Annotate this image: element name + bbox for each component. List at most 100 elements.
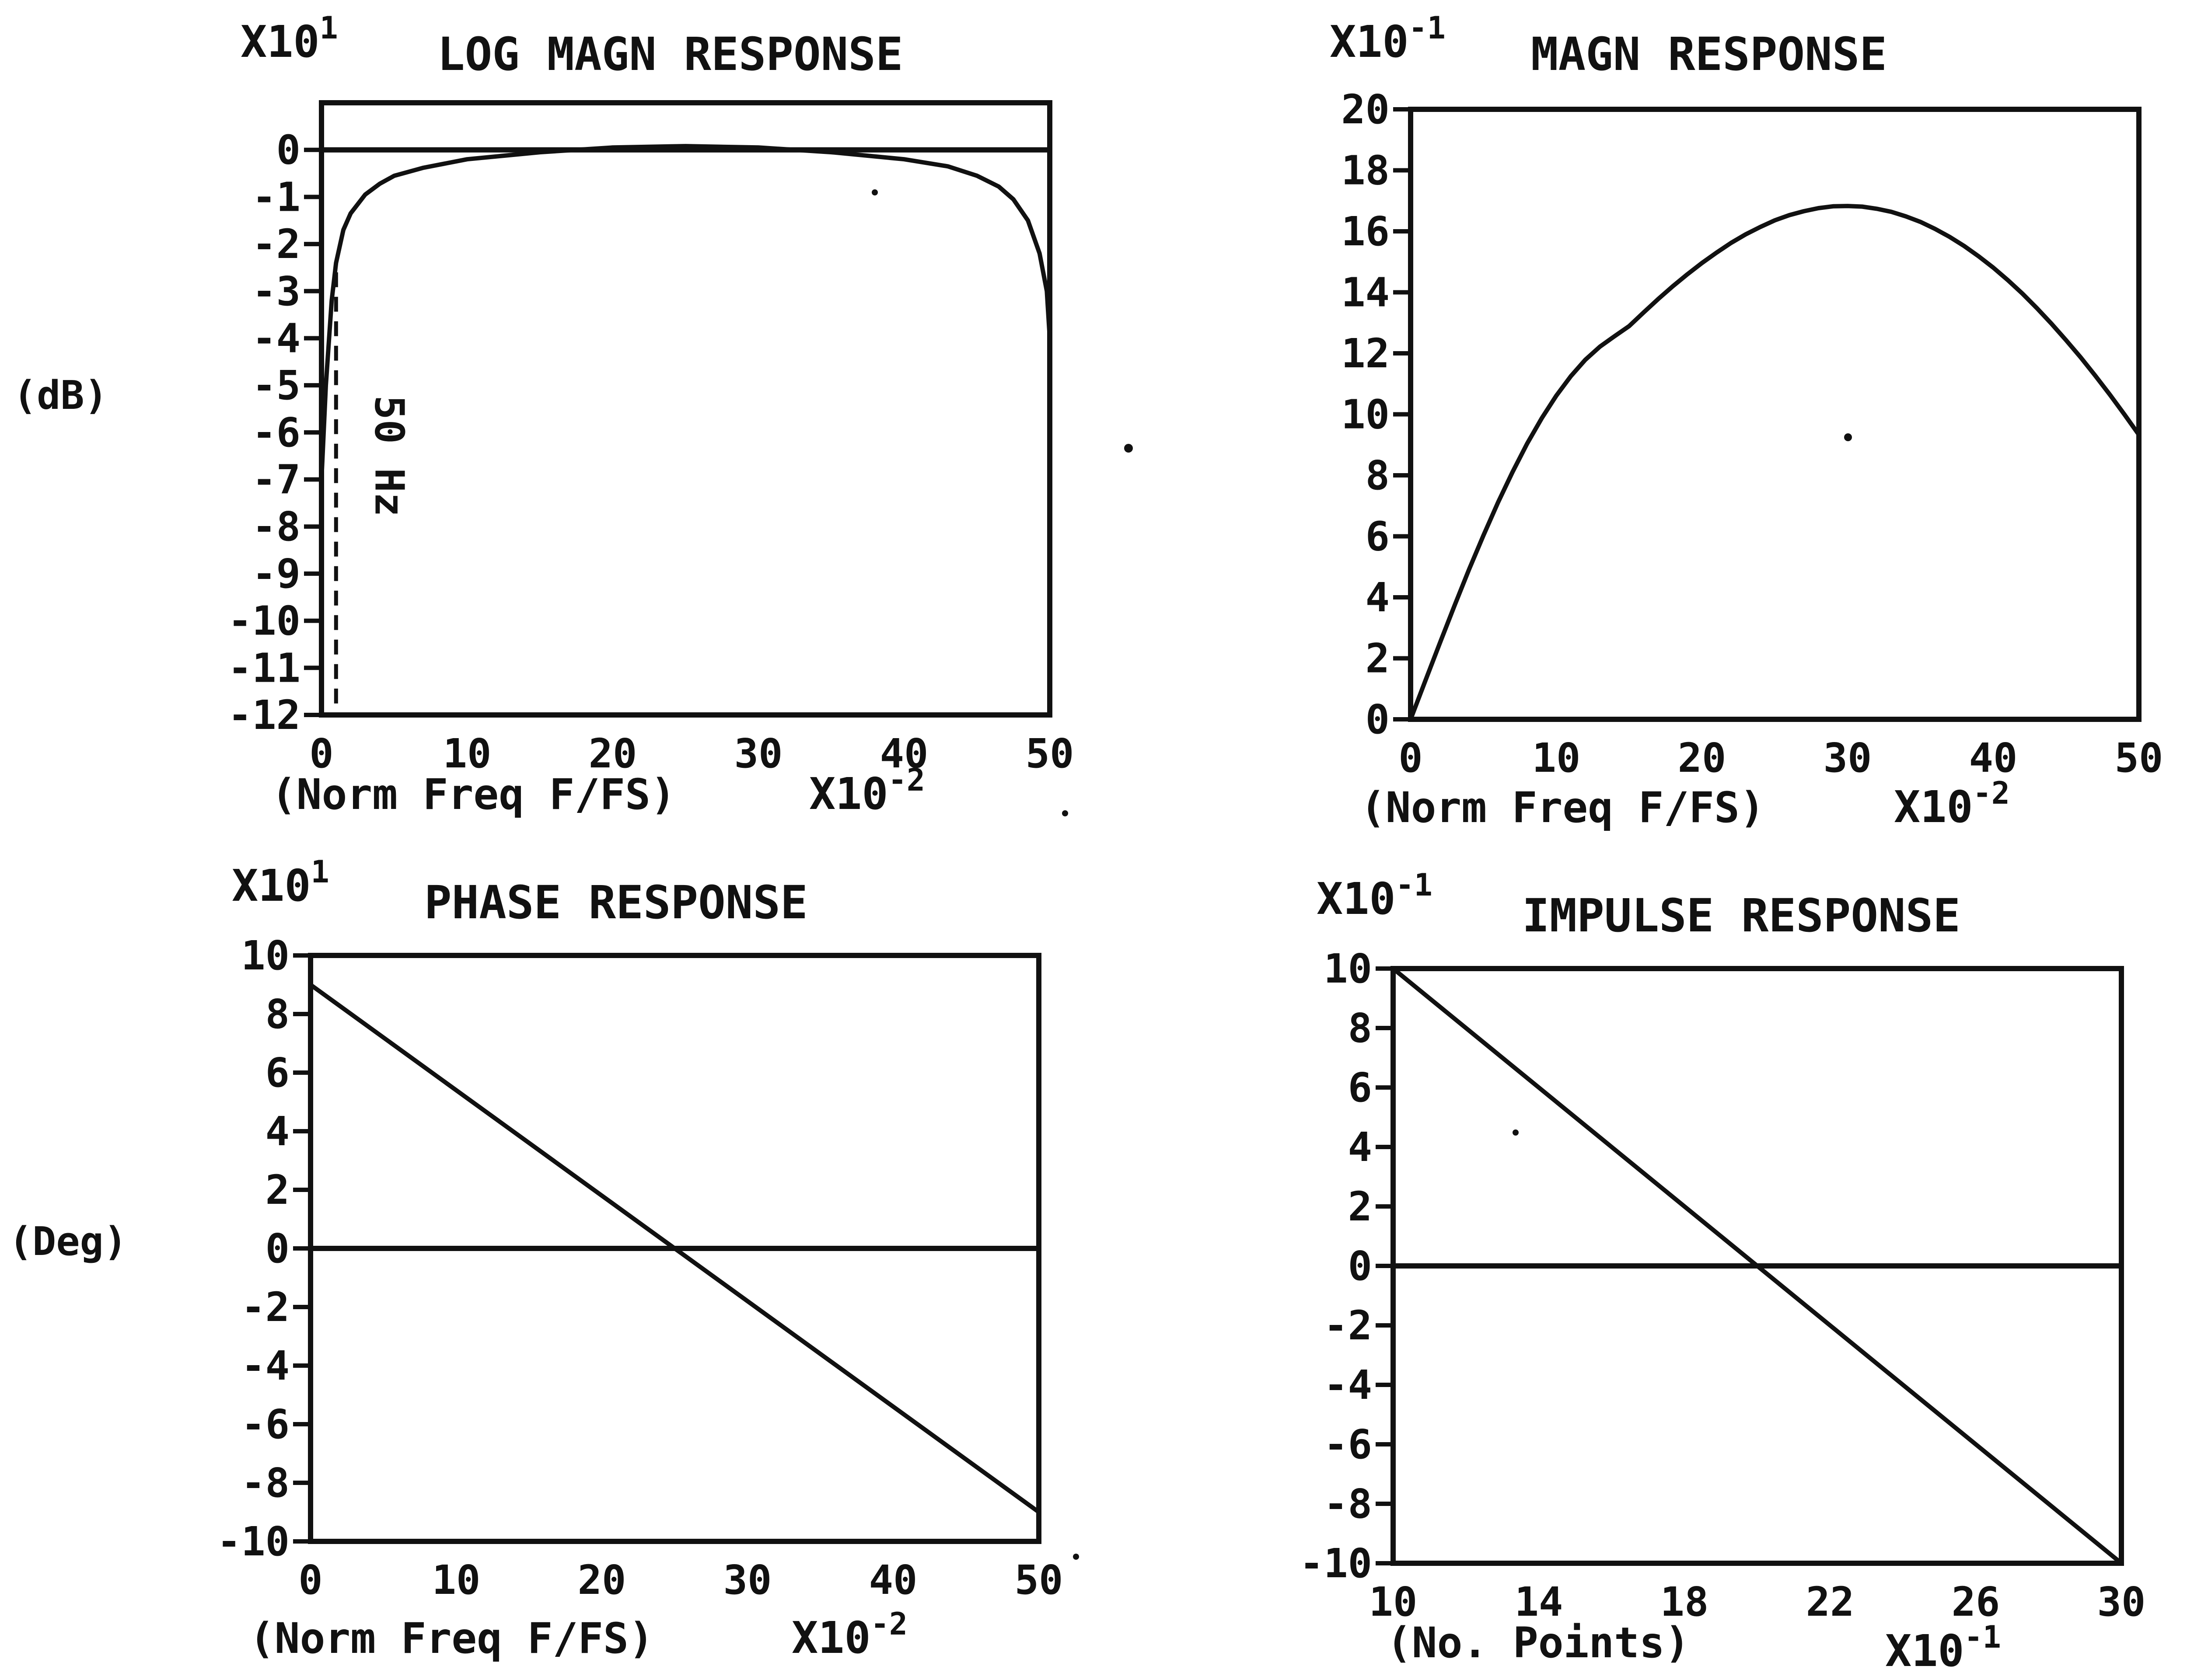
x-tick-label: 50 <box>2115 735 2163 781</box>
y-tick-label: 10 <box>1341 391 1390 438</box>
y-tick-label: 8 <box>1348 1005 1372 1052</box>
scan-speck <box>1124 444 1133 453</box>
y-tick-label: -4 <box>241 1342 290 1389</box>
x-axis-label: (No. Points) <box>1387 1618 1690 1667</box>
x-multiplier: X10-2 <box>809 762 925 819</box>
y-tick-label: -8 <box>1324 1481 1372 1527</box>
x-tick-label: 30 <box>734 730 783 777</box>
y-tick-label: 6 <box>266 1049 290 1096</box>
y-multiplier: X10-1 <box>1317 867 1432 924</box>
x-tick-label: 40 <box>869 1557 918 1603</box>
series-line <box>1408 204 2141 720</box>
x-tick-label: 30 <box>723 1557 772 1603</box>
y-tick-label: -8 <box>241 1460 290 1506</box>
y-tick-label: 4 <box>266 1108 290 1155</box>
x-tick-label: 20 <box>589 730 637 777</box>
y-tick-label: -1 <box>252 174 300 220</box>
y-axis-label: (Deg) <box>9 1219 127 1265</box>
y-tick-label: 8 <box>266 991 290 1038</box>
y-tick-label: 10 <box>1324 945 1372 992</box>
y-multiplier-exponent: 1 <box>311 854 329 890</box>
y-tick-label: -4 <box>1324 1362 1372 1408</box>
x-multiplier-exponent: -2 <box>888 762 925 798</box>
y-tick-label: 6 <box>1366 513 1390 560</box>
x-tick-label: 18 <box>1660 1579 1709 1625</box>
y-tick-label: -11 <box>228 645 300 691</box>
y-tick-label: 20 <box>1341 86 1390 133</box>
y-tick-label: -7 <box>252 457 300 503</box>
x-tick-label: 50 <box>1015 1557 1063 1603</box>
y-tick-label: -2 <box>1324 1302 1372 1349</box>
x-tick-label: 10 <box>443 730 492 777</box>
x-tick-label: 0 <box>309 730 333 777</box>
phase-panel: PHASE RESPONSE X101 (Deg) (Norm Freq F/F… <box>9 854 1063 1663</box>
y-tick-label: 8 <box>1366 452 1390 499</box>
series-line <box>309 983 1040 1514</box>
y-tick-label: 4 <box>1366 574 1390 621</box>
y-tick-label: -3 <box>252 268 300 315</box>
y-tick-label: -2 <box>252 221 300 268</box>
x-multiplier-exponent: -2 <box>871 1606 908 1642</box>
y-tick-label: -10 <box>1300 1540 1372 1587</box>
y-tick-label: -6 <box>252 409 300 456</box>
chart-title: MAGN RESPONSE <box>1531 28 1887 81</box>
y-multiplier-exponent: -1 <box>1396 867 1432 903</box>
x-axis-label: (Norm Freq F/FS) <box>249 1614 654 1663</box>
y-tick-label: 12 <box>1341 330 1390 377</box>
scan-speck <box>1073 1554 1079 1560</box>
x-tick-label: 10 <box>1369 1579 1418 1625</box>
y-tick-label: -4 <box>252 315 300 362</box>
y-multiplier: X101 <box>241 10 338 67</box>
y-multiplier: X101 <box>232 854 329 911</box>
series-line <box>1391 967 2123 1565</box>
scan-speck <box>1513 1129 1519 1136</box>
x-tick-label: 0 <box>1398 735 1422 781</box>
scan-speck <box>1062 810 1068 816</box>
x-tick-label: 10 <box>1532 735 1581 781</box>
y-tick-label: -6 <box>1324 1421 1372 1468</box>
x-tick-label: 40 <box>1969 735 2018 781</box>
x-tick-label: 20 <box>578 1557 626 1603</box>
cutoff-annotation: 50 Hz <box>366 395 412 516</box>
x-multiplier: X10-1 <box>1885 1619 2001 1677</box>
y-tick-label: 16 <box>1341 208 1390 255</box>
x-tick-label: 26 <box>1952 1579 2000 1625</box>
y-tick-label: -9 <box>252 551 300 597</box>
y-tick-label: 0 <box>276 127 300 174</box>
x-multiplier-exponent: -2 <box>1973 775 2010 811</box>
y-multiplier: X10-1 <box>1330 10 1446 67</box>
x-tick-label: 22 <box>1806 1579 1855 1625</box>
x-multiplier: X10-2 <box>792 1606 908 1663</box>
magnitude-panel: MAGN RESPONSE X10-1 (Norm Freq F/FS) X10… <box>1330 10 2163 833</box>
x-tick-label: 40 <box>880 730 929 777</box>
chart-title: IMPULSE RESPONSE <box>1522 889 1960 942</box>
log-magnitude-panel: LOG MAGN RESPONSE X101 (dB) (Norm Freq F… <box>13 10 1074 819</box>
x-axis-label: (Norm Freq F/FS) <box>1360 783 1765 832</box>
y-tick-label: -8 <box>252 503 300 550</box>
scan-speck <box>1844 433 1852 441</box>
y-tick-label: 14 <box>1341 269 1390 316</box>
plot-frame <box>319 100 1052 718</box>
y-tick-label: -2 <box>241 1284 290 1331</box>
y-tick-label: -6 <box>241 1401 290 1448</box>
y-tick-label: 0 <box>1366 696 1390 743</box>
y-tick-label: -10 <box>228 598 300 645</box>
y-tick-label: 2 <box>1366 635 1390 682</box>
plot-frame <box>1408 107 2142 722</box>
y-axis-label: (dB) <box>13 373 108 418</box>
y-tick-label: 2 <box>1348 1183 1372 1230</box>
y-tick-label: 18 <box>1341 147 1390 194</box>
series-line <box>319 144 1052 480</box>
y-tick-label: -10 <box>217 1518 290 1565</box>
x-axis-label: (Norm Freq F/FS) <box>271 770 676 819</box>
chart-title: PHASE RESPONSE <box>424 876 808 929</box>
chart-title: LOG MAGN RESPONSE <box>437 28 903 81</box>
x-tick-label: 50 <box>1026 730 1074 777</box>
x-tick-label: 0 <box>298 1557 322 1603</box>
x-tick-label: 10 <box>432 1557 481 1603</box>
impulse-panel: IMPULSE RESPONSE X10-1 (No. Points) X10-… <box>1300 867 2146 1677</box>
y-tick-label: 4 <box>1348 1124 1372 1171</box>
y-tick-label: 10 <box>241 932 290 979</box>
x-multiplier-exponent: -1 <box>1964 1619 2001 1655</box>
